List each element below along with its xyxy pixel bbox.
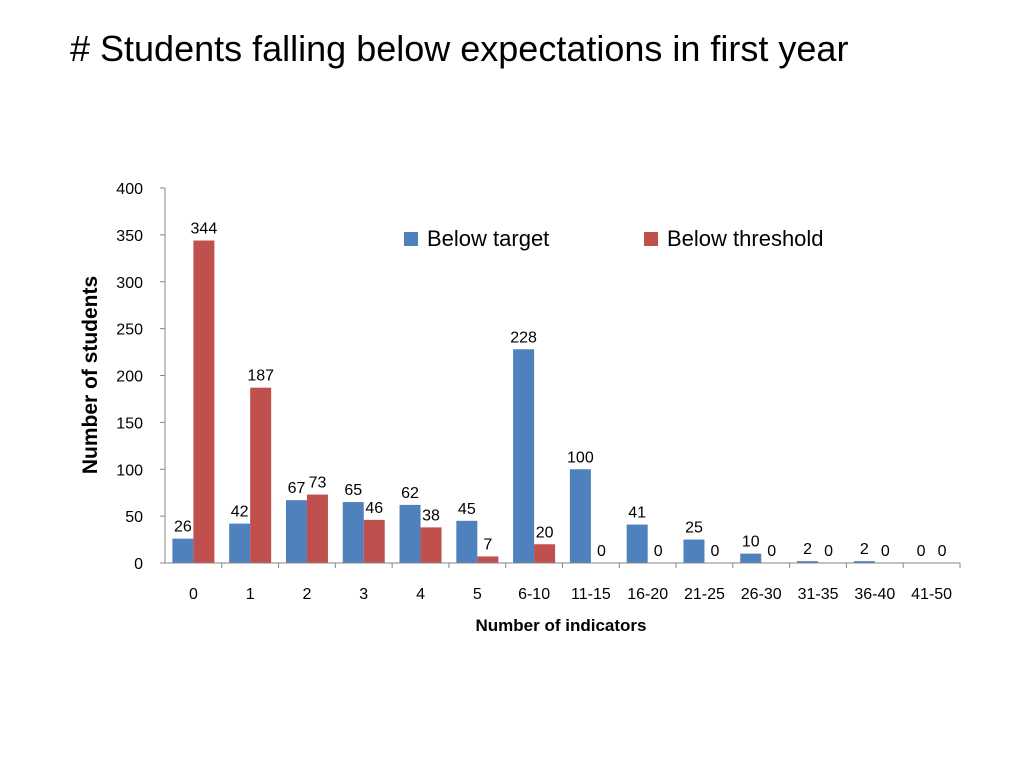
- bar-below-target: [569, 469, 591, 563]
- x-tick-label: 16-20: [627, 586, 668, 603]
- bar-below-threshold: [306, 494, 328, 563]
- x-tick-label: 6-10: [518, 586, 550, 603]
- legend-label: Below threshold: [667, 226, 824, 251]
- bar-below-target: [740, 553, 762, 563]
- data-label: 67: [288, 480, 306, 497]
- x-tick-label: 3: [359, 586, 368, 603]
- x-tick-label: 4: [416, 586, 425, 603]
- bar-below-target: [342, 502, 364, 563]
- data-label: 65: [344, 482, 362, 499]
- bar-below-threshold: [477, 556, 499, 563]
- legend-swatch: [644, 232, 658, 246]
- y-tick-label: 200: [116, 369, 143, 386]
- data-label: 0: [824, 543, 833, 560]
- y-tick-label: 50: [125, 509, 143, 526]
- data-label: 2: [803, 541, 812, 558]
- data-label: 344: [191, 221, 218, 238]
- bar-below-threshold: [363, 519, 385, 563]
- y-tick-label: 350: [116, 228, 143, 245]
- y-axis-ticks: 0 50 100 150 200 250 300 350 400: [116, 181, 165, 573]
- data-label: 0: [597, 543, 606, 560]
- y-tick-label: 300: [116, 275, 143, 292]
- x-tick-label: 21-25: [684, 586, 725, 603]
- y-tick-label: 400: [116, 181, 143, 198]
- bar-below-target: [513, 349, 535, 563]
- x-tick-label: 1: [246, 586, 255, 603]
- data-label: 187: [247, 368, 274, 385]
- bar-below-threshold: [193, 240, 215, 563]
- bar-below-target: [626, 524, 648, 563]
- data-label: 7: [483, 536, 492, 553]
- data-label: 41: [628, 505, 646, 522]
- x-axis-label: Number of indicators: [476, 616, 647, 635]
- x-tick-label: 26-30: [741, 586, 782, 603]
- x-tick-label: 11-15: [571, 586, 611, 603]
- x-tick-label: 0: [189, 586, 198, 603]
- y-tick-label: 250: [116, 322, 143, 339]
- data-label: 0: [938, 543, 947, 560]
- data-label: 38: [422, 507, 440, 524]
- x-tick-label: 31-35: [798, 586, 839, 603]
- legend: Below target Below threshold: [404, 226, 824, 251]
- x-axis-ticks: 0 1 2 3 4 5 6-10 11-15 16-20 21-25 26-30 31-35 36-40…: [189, 563, 961, 603]
- bar-below-target: [456, 520, 478, 563]
- data-label: 46: [365, 500, 383, 517]
- bar-below-target: [229, 523, 251, 563]
- data-label: 0: [711, 543, 720, 560]
- data-label: 20: [536, 524, 554, 541]
- bar-below-target: [797, 561, 819, 563]
- x-tick-label: 5: [473, 586, 482, 603]
- data-label: 25: [685, 520, 703, 537]
- data-label: 73: [309, 475, 327, 492]
- bars: [172, 240, 875, 563]
- y-tick-label: 100: [116, 462, 143, 479]
- bar-below-target: [853, 561, 875, 563]
- data-label: 62: [401, 485, 419, 502]
- data-label: 0: [654, 543, 663, 560]
- x-tick-label: 41-50: [911, 586, 952, 603]
- bar-below-target: [683, 539, 705, 563]
- data-label: 0: [917, 543, 926, 560]
- data-label: 0: [767, 543, 776, 560]
- data-label: 45: [458, 501, 476, 518]
- data-label: 2: [860, 541, 869, 558]
- x-tick-label: 36-40: [854, 586, 895, 603]
- bar-below-threshold: [250, 387, 272, 563]
- bar-below-threshold: [420, 527, 442, 563]
- data-label: 228: [510, 329, 537, 346]
- legend-swatch: [404, 232, 418, 246]
- x-tick-label: 2: [303, 586, 312, 603]
- legend-label: Below target: [427, 226, 549, 251]
- data-label: 26: [174, 519, 192, 536]
- bar-below-target: [399, 504, 421, 563]
- bar-below-target: [172, 538, 194, 563]
- data-label: 0: [881, 543, 890, 560]
- bar-below-target: [285, 500, 307, 563]
- data-label: 100: [567, 449, 594, 466]
- data-label: 10: [742, 534, 760, 551]
- y-tick-label: 0: [134, 556, 143, 573]
- y-axis-label: Number of students: [79, 276, 102, 474]
- y-tick-label: 150: [116, 415, 143, 432]
- slide-title: # Students falling below expectations in…: [70, 28, 849, 69]
- bar-below-threshold: [534, 544, 556, 563]
- data-label: 42: [231, 504, 249, 521]
